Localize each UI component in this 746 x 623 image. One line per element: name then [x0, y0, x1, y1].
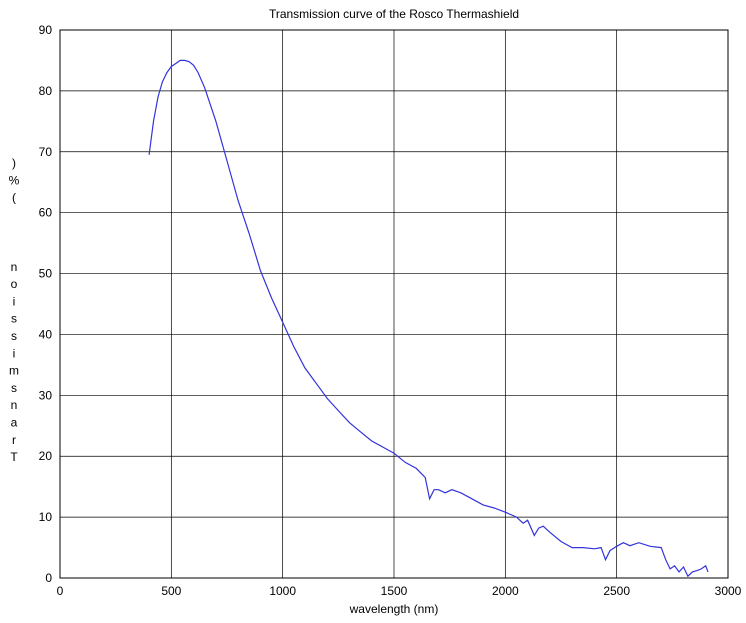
y-axis-ticks: 0 10 20 30 40 50 60 70 80 90 [39, 23, 53, 585]
y-tick-label: 40 [39, 327, 53, 341]
y-tick-label: 80 [39, 84, 53, 98]
y-tick-label: 20 [39, 449, 53, 463]
y-axis-label-char: ( [12, 191, 16, 205]
y-tick-label: 70 [39, 145, 53, 159]
y-axis-label-char: ) [12, 156, 16, 170]
transmission-curve-line [148, 59, 709, 578]
y-tick-label: 60 [39, 206, 53, 220]
y-axis-label-char: s [11, 329, 17, 343]
x-tick-label: 0 [57, 584, 64, 598]
chart-title: Transmission curve of the Rosco Thermash… [269, 7, 519, 21]
x-tick-label: 3000 [715, 584, 742, 598]
y-tick-label: 90 [39, 23, 53, 37]
x-axis-ticks: 0 500 1000 1500 2000 2500 3000 [57, 584, 742, 598]
y-axis-label-char: s [11, 381, 17, 395]
y-axis-label-char: n [11, 398, 18, 412]
x-tick-label: 500 [161, 584, 181, 598]
x-tick-label: 2500 [603, 584, 630, 598]
y-tick-label: 30 [39, 388, 53, 402]
y-axis-label-char: s [11, 312, 17, 326]
y-axis-label-char: % [9, 173, 20, 187]
y-axis-label-char: m [9, 364, 19, 378]
x-tick-label: 2000 [492, 584, 519, 598]
grid-lines [60, 30, 728, 578]
x-tick-label: 1500 [381, 584, 408, 598]
y-axis-label-char: o [11, 277, 18, 291]
y-axis-label-char: i [13, 294, 16, 308]
y-axis-label-char: r [12, 433, 16, 447]
y-tick-label: 50 [39, 267, 53, 281]
y-tick-label: 0 [45, 571, 52, 585]
plot-area-frame [59, 29, 729, 579]
x-axis-label: wavelength (nm) [349, 602, 439, 616]
y-axis-label-char: i [13, 346, 16, 360]
y-axis-label-char: a [11, 416, 18, 430]
y-axis-label-char: T [10, 450, 18, 464]
x-tick-label: 1000 [269, 584, 296, 598]
y-axis-label-char: n [11, 260, 18, 274]
y-tick-label: 10 [39, 510, 53, 524]
